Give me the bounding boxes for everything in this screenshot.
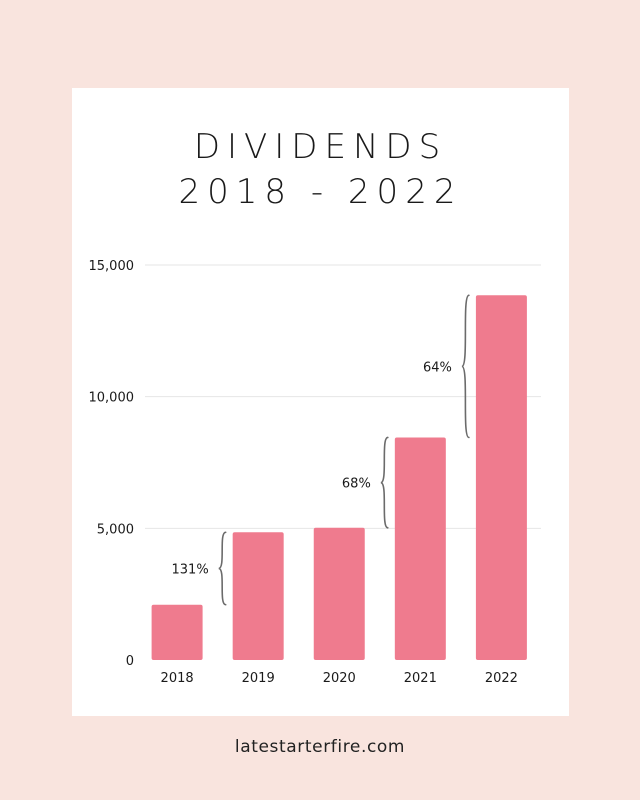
bar	[232, 532, 284, 660]
growth-brace	[461, 294, 470, 439]
y-tick-label: 0	[126, 654, 134, 669]
bar	[475, 295, 527, 660]
x-tick-label: 2020	[323, 671, 356, 686]
website-footer: latestarterfire.com	[234, 737, 406, 757]
growth-brace	[217, 531, 227, 606]
x-tick-label: 2019	[242, 671, 275, 686]
growth-brace	[380, 436, 389, 529]
bar	[151, 604, 203, 660]
growth-annotation-label: 68%	[342, 477, 371, 492]
y-tick-label: 10,000	[89, 391, 135, 406]
growth-annotation-label: 64%	[423, 360, 452, 375]
bar	[313, 527, 365, 660]
bar	[394, 437, 446, 660]
chart-title-line-1: DIVIDENDS	[193, 127, 448, 167]
growth-annotation-label: 131%	[172, 562, 209, 577]
y-tick-label: 5,000	[97, 522, 134, 537]
y-tick-label: 15,000	[89, 259, 135, 274]
x-tick-label: 2022	[485, 671, 518, 686]
x-tick-label: 2018	[161, 671, 194, 686]
x-tick-label: 2021	[404, 671, 437, 686]
chart-title-line-2: 2018 - 2022	[178, 172, 463, 212]
